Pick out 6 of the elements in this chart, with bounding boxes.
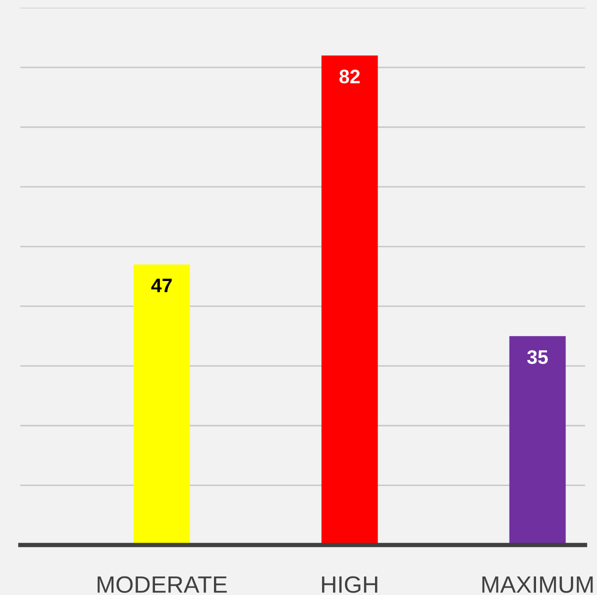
data-label: 35 — [527, 350, 548, 364]
x-tick-label: HIGH — [322, 576, 378, 593]
x-tick-label: MODERATE — [98, 576, 227, 593]
data-label: 82 — [339, 70, 360, 84]
x-tick-label: MAXIMUM — [482, 576, 593, 593]
data-label: 47 — [151, 278, 172, 292]
